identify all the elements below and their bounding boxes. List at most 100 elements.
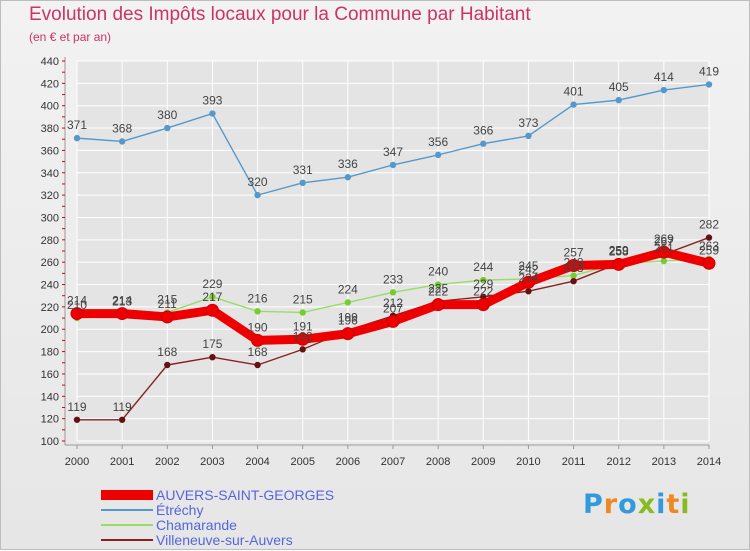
data-point-etrechy xyxy=(73,134,81,142)
x-tick-label: 2006 xyxy=(336,456,360,468)
data-label-villeneuve-sur-auvers: 212 xyxy=(383,296,403,310)
logo-letter: P xyxy=(583,489,604,520)
data-point-chamarande xyxy=(344,299,352,306)
data-label-auvers-saint-georges: 214 xyxy=(112,294,132,308)
x-tick-label: 2011 xyxy=(562,456,586,468)
y-tick-label: 240 xyxy=(41,280,59,292)
data-label-chamarande: 229 xyxy=(202,277,222,291)
data-label-villeneuve-sur-auvers: 234 xyxy=(518,271,538,285)
data-label-villeneuve-sur-auvers: 119 xyxy=(113,400,132,414)
y-tick-label: 280 xyxy=(41,235,59,247)
y-tick-label: 420 xyxy=(41,78,59,90)
data-point-auvers-saint-georges xyxy=(567,259,581,273)
data-point-etrechy xyxy=(434,151,442,159)
data-label-auvers-saint-georges: 259 xyxy=(699,243,719,257)
data-label-etrechy: 331 xyxy=(293,163,313,177)
data-label-chamarande: 261 xyxy=(654,241,674,255)
data-label-villeneuve-sur-auvers: 225 xyxy=(428,281,448,295)
data-point-villeneuve-sur-auvers xyxy=(570,277,577,285)
data-point-etrechy xyxy=(254,191,261,199)
data-label-chamarande: 215 xyxy=(293,292,313,306)
data-point-auvers-saint-georges xyxy=(612,257,626,271)
x-tick-label: 2005 xyxy=(290,456,314,468)
y-tick-label: 380 xyxy=(41,123,59,135)
logo-letter: i xyxy=(656,489,667,520)
data-label-villeneuve-sur-auvers: 267 xyxy=(654,234,674,248)
data-point-auvers-saint-georges xyxy=(341,327,355,341)
y-tick-label: 220 xyxy=(41,302,59,314)
x-tick-label: 2010 xyxy=(516,456,540,468)
data-label-etrechy: 347 xyxy=(383,145,403,159)
data-point-villeneuve-sur-auvers xyxy=(209,353,216,361)
data-point-villeneuve-sur-auvers xyxy=(164,361,171,369)
data-point-chamarande xyxy=(434,281,442,288)
data-label-chamarande: 245 xyxy=(518,259,538,273)
x-tick-label: 2003 xyxy=(200,456,224,468)
data-label-villeneuve-sur-auvers: 168 xyxy=(248,345,268,359)
x-tick-label: 2001 xyxy=(110,456,134,468)
x-tick-label: 2000 xyxy=(65,456,89,468)
data-label-chamarande: 213 xyxy=(112,295,132,309)
y-tick-label: 260 xyxy=(41,257,59,269)
data-label-chamarande: 244 xyxy=(473,260,493,274)
data-point-chamarande xyxy=(254,308,261,315)
data-point-etrechy xyxy=(570,101,577,108)
data-label-chamarande: 233 xyxy=(383,272,403,286)
y-tick-label: 340 xyxy=(41,168,59,180)
legend-label: Villeneuve-sur-Auvers xyxy=(156,532,293,548)
legend-swatch xyxy=(101,524,153,526)
data-label-etrechy: 371 xyxy=(67,118,87,132)
data-label-auvers-saint-georges: 196 xyxy=(338,314,358,328)
data-point-etrechy xyxy=(344,174,352,181)
x-tick-label: 2009 xyxy=(471,456,495,468)
data-point-chamarande xyxy=(570,272,577,279)
data-label-villeneuve-sur-auvers: 229 xyxy=(473,277,493,291)
data-label-auvers-saint-georges: 258 xyxy=(609,244,629,258)
x-tick-label: 2013 xyxy=(652,456,676,468)
data-label-chamarande: 215 xyxy=(157,292,177,306)
data-label-chamarande: 259 xyxy=(609,243,629,257)
data-point-etrechy xyxy=(480,140,487,147)
data-point-auvers-saint-georges xyxy=(115,307,129,321)
data-label-auvers-saint-georges: 242 xyxy=(518,262,538,276)
data-point-villeneuve-sur-auvers xyxy=(118,416,126,423)
proxiti-logo: Proxiti xyxy=(583,489,691,520)
y-tick-label: 320 xyxy=(41,190,59,202)
data-label-chamarande: 263 xyxy=(699,239,719,253)
x-tick-label: 2008 xyxy=(426,456,450,468)
data-label-villeneuve-sur-auvers: 119 xyxy=(67,400,86,414)
y-tick-label: 140 xyxy=(41,391,59,403)
data-point-auvers-saint-georges xyxy=(160,310,174,324)
y-tick-label: 180 xyxy=(41,347,59,359)
data-label-etrechy: 419 xyxy=(699,64,719,78)
data-point-etrechy xyxy=(164,124,171,132)
data-point-chamarande xyxy=(299,309,306,316)
y-tick-label: 440 xyxy=(41,56,59,68)
data-point-etrechy xyxy=(389,161,397,169)
data-label-auvers-saint-georges: 222 xyxy=(473,285,493,299)
data-label-villeneuve-sur-auvers: 243 xyxy=(564,261,584,275)
data-point-auvers-saint-georges xyxy=(521,275,535,289)
data-point-auvers-saint-georges xyxy=(205,303,219,317)
logo-letter: r xyxy=(603,489,619,520)
legend-item: Villeneuve-sur-Auvers xyxy=(101,532,293,548)
data-point-auvers-saint-georges xyxy=(251,333,265,347)
x-tick-label: 2012 xyxy=(606,456,630,468)
data-label-etrechy: 356 xyxy=(428,135,448,149)
legend-item: Chamarande xyxy=(101,517,237,533)
legend-swatch xyxy=(101,509,153,511)
y-tick-label: 160 xyxy=(41,369,59,381)
data-label-etrechy: 405 xyxy=(609,80,629,94)
data-label-etrechy: 336 xyxy=(338,157,358,171)
data-label-etrechy: 380 xyxy=(157,108,177,122)
chart-title: Evolution des Impôts locaux pour la Comm… xyxy=(29,4,531,25)
data-label-etrechy: 393 xyxy=(202,94,222,108)
data-label-auvers-saint-georges: 207 xyxy=(383,301,403,315)
data-label-villeneuve-sur-auvers: 182 xyxy=(293,329,313,343)
data-label-villeneuve-sur-auvers: 175 xyxy=(202,337,222,351)
data-label-chamarande: 248 xyxy=(564,256,584,270)
data-label-etrechy: 320 xyxy=(248,175,268,189)
data-point-auvers-saint-georges xyxy=(70,307,84,321)
